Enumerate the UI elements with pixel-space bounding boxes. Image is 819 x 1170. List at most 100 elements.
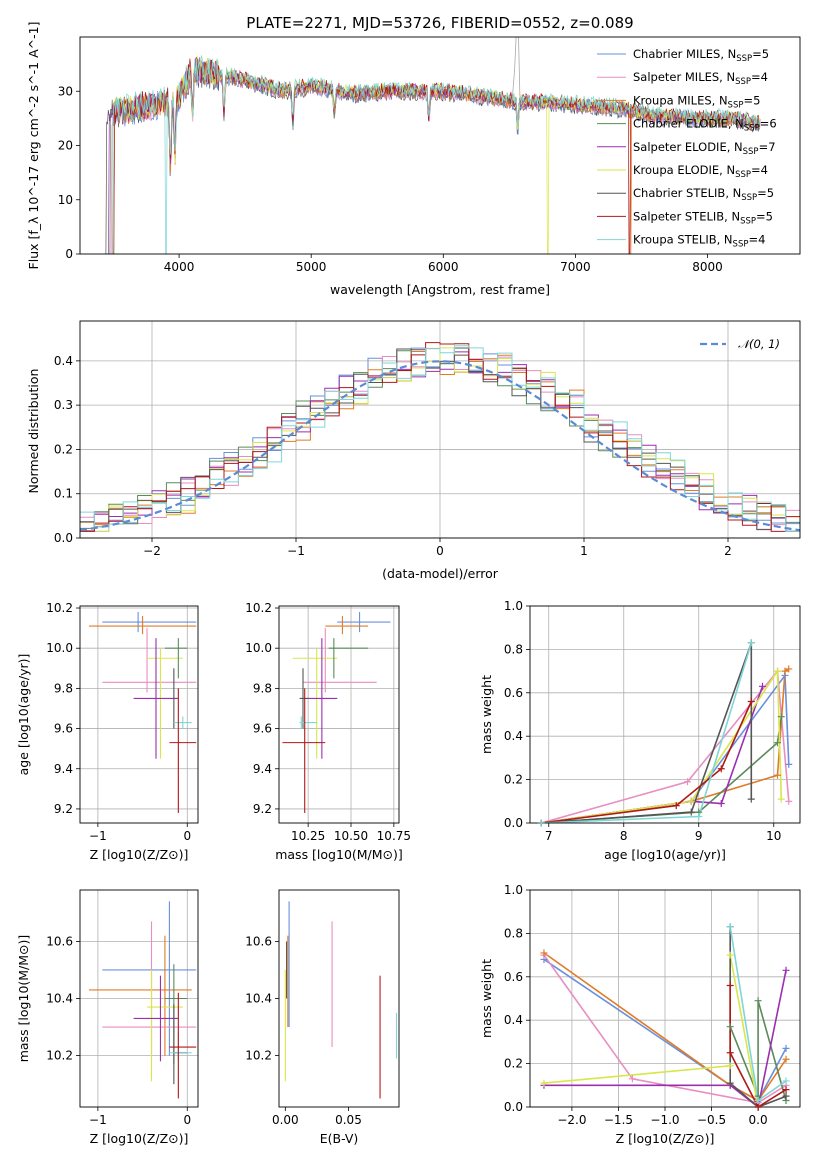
weight-vs-Z-marker <box>726 1023 734 1031</box>
residual-xtick-label: −1 <box>287 544 305 558</box>
weight-vs-Z-ytick-label: 0.4 <box>504 1013 523 1027</box>
weight-vs-age-series-line <box>541 642 753 823</box>
weight-vs-age-marker <box>774 771 781 779</box>
weight-vs-Z-series-line <box>543 952 787 1102</box>
spectrum-legend-label: Chabrier STELIB, NSSP=5 <box>633 186 774 203</box>
weight-vs-age-ylabel: mass weight <box>479 675 494 754</box>
mass-vs-Z-plot-area <box>80 890 198 1107</box>
mass-vs-ebv-ytick-label: 10.2 <box>245 1049 272 1063</box>
weight-vs-Z-xtick-label: 0.0 <box>749 1113 768 1127</box>
age-vs-mass-ytick-label: 9.4 <box>253 762 272 776</box>
spectrum-xtick-label: 8000 <box>692 260 723 274</box>
weight-vs-age-marker <box>785 797 793 805</box>
residual-normal-curve <box>80 360 800 532</box>
age-vs-mass-ytick-label: 9.2 <box>253 802 272 816</box>
age-vs-Z-plot-area <box>80 606 198 823</box>
weight-vs-Z-marker <box>782 1044 790 1052</box>
weight-vs-age-ytick-label: 0.8 <box>504 642 523 656</box>
age-vs-mass-ytick-label: 10.2 <box>245 601 272 615</box>
weight-vs-Z-marker <box>782 1092 790 1100</box>
weight-vs-Z-marker <box>782 1086 790 1094</box>
residual-xtick-label: −2 <box>143 544 161 558</box>
weight-vs-Z-marker <box>754 997 762 1005</box>
weight-vs-age-series-line <box>541 668 783 823</box>
spectrum-legend-label: Kroupa STELIB, NSSP=4 <box>633 233 765 250</box>
spectrum-legend-label: Salpeter MILES, NSSP=4 <box>633 70 768 87</box>
residual-xtick-label: 1 <box>580 544 588 558</box>
age-vs-Z-ytick-label: 9.8 <box>54 681 73 695</box>
weight-vs-age-marker <box>687 797 695 805</box>
weight-vs-Z-marker <box>726 923 734 931</box>
weight-vs-age-ytick-label: 0.4 <box>504 729 523 743</box>
residual-frame <box>79 320 801 539</box>
weight-vs-age-marker <box>777 713 785 721</box>
weight-vs-age-marker <box>777 795 785 803</box>
weight-vs-age-marker <box>774 667 781 675</box>
weight-vs-Z-ylabel: mass weight <box>479 959 494 1038</box>
weight-vs-Z-marker <box>726 1049 734 1057</box>
weight-vs-age-marker <box>774 739 781 747</box>
residual-legend-label: 𝒩(0, 1) <box>738 337 780 351</box>
mass-vs-Z-xlabel: Z [log10(Z/Z⊙)] <box>90 1131 189 1146</box>
age-vs-mass-ytick-label: 10.0 <box>245 641 272 655</box>
age-vs-Z-xtick-label: 0 <box>183 829 191 843</box>
spectrum-xtick-label: 4000 <box>164 260 195 274</box>
weight-vs-Z-marker <box>782 1055 790 1063</box>
spectrum-legend-label: Chabrier ELODIE, NSSP=6 <box>633 117 777 134</box>
weight-vs-Z-series-line <box>729 1000 787 1101</box>
weight-vs-Z-marker <box>540 1079 548 1087</box>
age-vs-mass-ytick-label: 9.6 <box>253 722 272 736</box>
residual-histogram-step <box>80 351 800 532</box>
age-vs-Z-ylabel: age [log10(age/yr)] <box>16 654 31 776</box>
weight-vs-age-ytick-label: 0.6 <box>504 686 523 700</box>
mass-vs-ebv-frame <box>278 889 400 1108</box>
weight-vs-Z-marker <box>726 1062 734 1070</box>
weight-vs-Z-xtick-label: −1.0 <box>650 1113 679 1127</box>
mass-vs-ebv-ytick-label: 10.6 <box>245 934 272 948</box>
mass-vs-Z-ytick-label: 10.4 <box>46 992 73 1006</box>
weight-vs-age-marker <box>747 639 755 647</box>
residual-histogram-step <box>80 345 800 532</box>
age-vs-Z-ytick-label: 10.0 <box>46 641 73 655</box>
weight-vs-Z-ytick-label: 0.6 <box>504 970 523 984</box>
weight-vs-Z-marker <box>726 1079 734 1087</box>
weight-vs-Z-series-line <box>543 954 787 1104</box>
weight-vs-Z-ytick-label: 1.0 <box>504 883 523 897</box>
residual-xlabel: (data-model)/error <box>382 566 499 581</box>
weight-vs-Z-xlabel: Z [log10(Z/Z⊙)] <box>616 1131 715 1146</box>
weight-vs-age-series-line <box>541 701 753 823</box>
weight-vs-age-frame <box>529 605 801 824</box>
weight-vs-age-marker <box>785 760 793 768</box>
spectrum-plot-area <box>105 37 761 254</box>
age-vs-mass-ytick-label: 9.8 <box>253 681 272 695</box>
spectrum-xlabel: wavelength [Angstrom, rest frame] <box>330 282 550 297</box>
spectrum-ylabel: Flux [f_λ 10^-17 erg cm^-2 s^-1 A^-1] <box>26 22 41 270</box>
age-vs-Z-xlabel: Z [log10(Z/Z⊙)] <box>90 847 189 862</box>
residual-histogram-step <box>80 342 800 532</box>
mass-vs-ebv-xlabel: E(B-V) <box>320 1131 359 1146</box>
weight-vs-Z-marker <box>628 1075 636 1083</box>
residual-ylabel: Normed distribution <box>26 369 41 494</box>
weight-vs-age-series-line <box>541 669 790 823</box>
spectrum-emission-line <box>511 37 521 103</box>
spectrum-legend-label: Chabrier MILES, NSSP=5 <box>633 47 769 64</box>
mass-vs-Z-xtick-label: 0 <box>183 1113 191 1127</box>
weight-vs-Z-ytick-label: 0.2 <box>504 1057 523 1071</box>
weight-vs-Z-ytick-label: 0.8 <box>504 926 523 940</box>
weight-vs-age-ytick-label: 0.2 <box>504 773 523 787</box>
weight-vs-age-ytick-label: 0.0 <box>504 816 523 830</box>
weight-vs-age-xtick-label: 9 <box>695 829 703 843</box>
age-vs-mass-plot-area <box>279 606 399 823</box>
weight-vs-age-marker <box>785 665 793 673</box>
age-vs-Z-xtick-label: −1 <box>89 829 107 843</box>
age-vs-mass-xtick-label: 10.75 <box>377 829 411 843</box>
age-vs-Z-ytick-label: 9.6 <box>54 722 73 736</box>
spectrum-series-line <box>113 55 761 254</box>
weight-vs-age-xtick-label: 8 <box>620 829 628 843</box>
mass-vs-Z-ylabel: mass [log10(M/M⊙)] <box>16 935 31 1063</box>
weight-vs-Z-marker <box>754 1096 762 1104</box>
residual-ytick-label: 0.4 <box>54 354 73 368</box>
weight-vs-age-xlabel: age [log10(age/yr)] <box>604 847 726 862</box>
weight-vs-age-marker <box>687 808 695 816</box>
weight-vs-age-marker <box>672 802 680 810</box>
